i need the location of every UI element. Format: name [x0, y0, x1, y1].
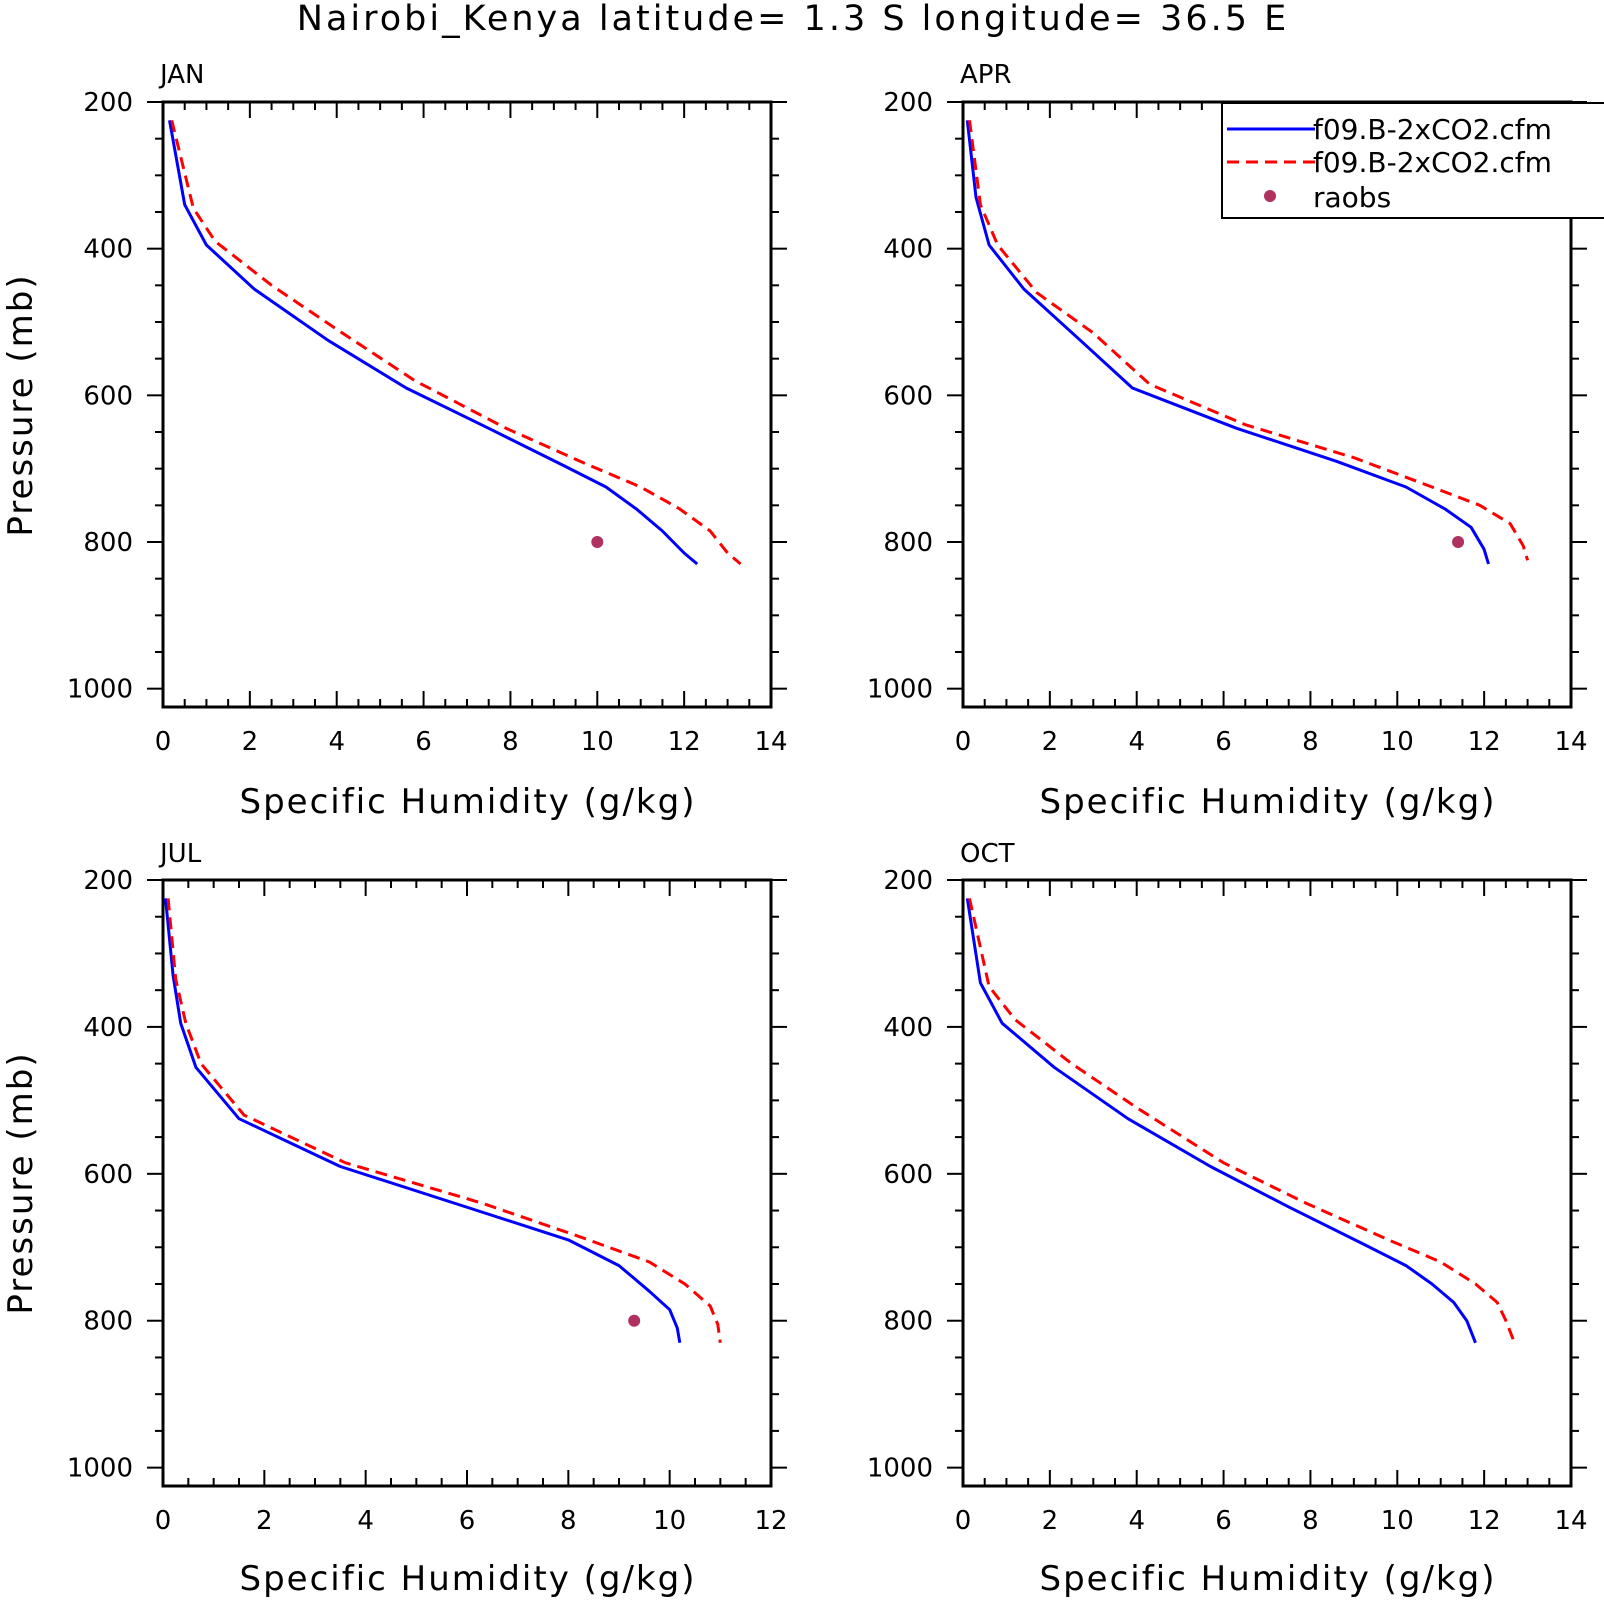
series-line-solid — [965, 898, 1477, 1344]
x-tick-label: 4 — [1128, 1506, 1145, 1536]
x-tick-label: 12 — [1468, 1506, 1501, 1536]
series-line-dashed — [968, 120, 1530, 561]
series-line-dashed — [968, 898, 1516, 1344]
x-axis-label: Specific Humidity (g/kg) — [240, 1559, 697, 1599]
y-tick-label: 200 — [83, 866, 133, 896]
x-tick-label: 10 — [653, 1506, 686, 1536]
y-tick-label: 800 — [883, 1307, 933, 1337]
x-tick-label: 2 — [256, 1506, 273, 1536]
y-tick-label: 200 — [883, 88, 933, 118]
x-tick-label: 12 — [754, 1506, 787, 1536]
legend-label: f09.B-2xCO2.cfm — [1313, 113, 1552, 146]
x-tick-label: 0 — [155, 1506, 172, 1536]
panel-jul: JUL Specific Humidity (g/kg) Pressure (m… — [1, 839, 788, 1599]
panel-label: JUL — [158, 839, 202, 869]
panel-label: OCT — [960, 839, 1015, 869]
y-tick-label: 200 — [883, 866, 933, 896]
x-tick-label: 2 — [242, 727, 259, 757]
series-line-dashed — [170, 119, 742, 566]
x-tick-label: 6 — [1215, 727, 1232, 757]
y-axis-label: Pressure (mb) — [1, 273, 41, 536]
y-tick-label: 1000 — [867, 1454, 933, 1484]
raobs-point — [1452, 536, 1465, 548]
y-tick-label: 400 — [883, 1013, 933, 1043]
x-tick-label: 14 — [1554, 1506, 1587, 1536]
x-tick-label: 8 — [1302, 727, 1319, 757]
x-axis-label: Specific Humidity (g/kg) — [1040, 1559, 1497, 1599]
y-tick-label: 1000 — [867, 675, 933, 705]
x-tick-label: 6 — [415, 727, 432, 757]
figure-title: Nairobi_Kenya latitude= 1.3 S longitude=… — [297, 0, 1289, 39]
x-tick-label: 4 — [357, 1506, 374, 1536]
x-tick-label: 6 — [459, 1506, 476, 1536]
y-tick-label: 600 — [883, 381, 933, 411]
y-tick-label: 400 — [83, 1013, 133, 1043]
y-axis-label: Pressure (mb) — [1, 1051, 41, 1314]
series-line-dashed — [166, 898, 722, 1344]
y-tick-label: 600 — [83, 381, 133, 411]
x-tick-label: 10 — [581, 727, 614, 757]
series-line-solid — [168, 120, 699, 566]
legend-label: raobs — [1313, 181, 1391, 214]
plot-frame — [961, 878, 1573, 1488]
x-tick-label: 10 — [1381, 1506, 1414, 1536]
series-line-solid — [965, 120, 1490, 565]
panel-jan: JAN Specific Humidity (g/kg) Pressure (m… — [1, 60, 788, 822]
legend-swatch-marker — [1264, 190, 1276, 202]
panel-label: JAN — [158, 60, 204, 90]
series-line-solid — [164, 898, 682, 1344]
x-tick-label: 8 — [502, 727, 519, 757]
x-tick-label: 6 — [1215, 1506, 1232, 1536]
x-tick-label: 4 — [328, 727, 345, 757]
x-tick-label: 14 — [1554, 727, 1587, 757]
legend: f09.B-2xCO2.cfm f09.B-2xCO2.cfm raobs — [1221, 102, 1604, 219]
x-tick-label: 0 — [955, 1506, 972, 1536]
y-tick-label: 400 — [83, 235, 133, 265]
x-tick-label: 14 — [754, 727, 787, 757]
x-axis-label: Specific Humidity (g/kg) — [240, 782, 697, 822]
y-tick-label: 1000 — [67, 675, 133, 705]
x-axis-label: Specific Humidity (g/kg) — [1040, 782, 1497, 822]
x-tick-label: 0 — [955, 727, 972, 757]
y-tick-label: 1000 — [67, 1454, 133, 1484]
y-tick-label: 800 — [83, 1307, 133, 1337]
x-tick-label: 8 — [1302, 1506, 1319, 1536]
raobs-point — [591, 536, 604, 548]
x-tick-label: 12 — [668, 727, 701, 757]
legend-label: f09.B-2xCO2.cfm — [1313, 146, 1552, 179]
panel-label: APR — [960, 60, 1012, 90]
raobs-point — [628, 1314, 641, 1327]
y-tick-label: 600 — [83, 1160, 133, 1190]
x-tick-label: 0 — [155, 727, 172, 757]
y-tick-label: 200 — [83, 88, 133, 118]
x-tick-label: 4 — [1128, 727, 1145, 757]
y-tick-label: 600 — [883, 1160, 933, 1190]
plot-frame — [161, 100, 773, 709]
plot-frame — [161, 878, 773, 1488]
y-tick-label: 800 — [883, 528, 933, 558]
y-tick-label: 400 — [883, 235, 933, 265]
x-tick-label: 2 — [1042, 1506, 1059, 1536]
x-tick-label: 12 — [1468, 727, 1501, 757]
x-tick-label: 10 — [1381, 727, 1414, 757]
y-tick-label: 800 — [83, 528, 133, 558]
x-tick-label: 2 — [1042, 727, 1059, 757]
panel-oct: OCT Specific Humidity (g/kg) 0 2 4 6 8 10 12 14… — [867, 839, 1588, 1599]
x-tick-label: 8 — [560, 1506, 577, 1536]
